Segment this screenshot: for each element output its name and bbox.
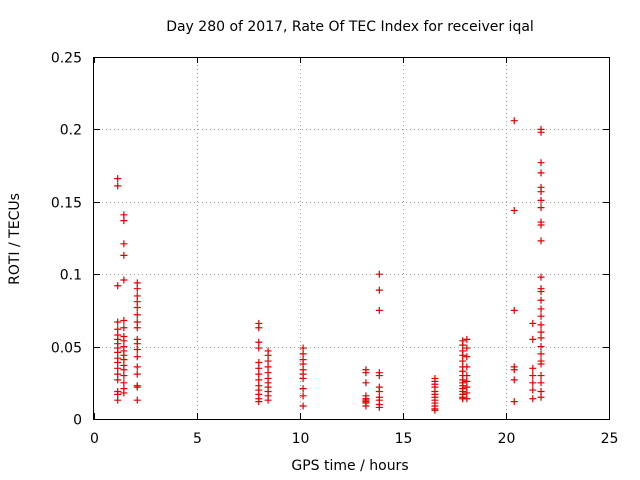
data-point bbox=[463, 353, 471, 361]
data-point bbox=[299, 392, 307, 400]
data-point bbox=[463, 335, 471, 343]
data-point bbox=[375, 403, 383, 411]
data-point bbox=[510, 398, 518, 406]
data-point bbox=[529, 372, 537, 380]
data-point bbox=[529, 319, 537, 327]
data-point bbox=[114, 182, 122, 190]
data-point bbox=[537, 196, 545, 204]
data-point bbox=[114, 396, 122, 404]
data-point bbox=[537, 128, 545, 136]
data-point bbox=[510, 376, 518, 384]
data-point bbox=[264, 396, 272, 404]
data-point bbox=[255, 324, 263, 332]
data-point bbox=[133, 304, 141, 312]
data-point bbox=[529, 335, 537, 343]
data-point bbox=[537, 379, 545, 387]
data-point bbox=[114, 282, 122, 290]
data-point bbox=[133, 311, 141, 319]
data-point bbox=[537, 159, 545, 167]
y-tick-label: 0.25 bbox=[51, 51, 82, 67]
y-tick-label: 0.05 bbox=[51, 341, 82, 357]
data-point bbox=[362, 402, 370, 410]
y-tick-label: 0.15 bbox=[51, 196, 82, 212]
data-point bbox=[120, 276, 128, 284]
data-point bbox=[463, 363, 471, 371]
data-point bbox=[299, 385, 307, 393]
y-tick-label: 0.2 bbox=[60, 123, 82, 139]
data-point bbox=[133, 383, 141, 391]
data-point bbox=[529, 379, 537, 387]
data-point bbox=[120, 240, 128, 248]
data-point bbox=[362, 379, 370, 387]
data-point bbox=[120, 389, 128, 397]
x-tick-label: 20 bbox=[498, 431, 516, 447]
data-point bbox=[537, 273, 545, 281]
x-tick-label: 15 bbox=[395, 431, 413, 447]
data-point bbox=[510, 306, 518, 314]
data-point bbox=[431, 406, 439, 414]
data-point bbox=[510, 206, 518, 214]
x-tick-label: 5 bbox=[193, 431, 202, 447]
x-tick-label: 25 bbox=[601, 431, 619, 447]
data-point bbox=[537, 334, 545, 342]
data-point bbox=[299, 402, 307, 410]
data-point bbox=[120, 251, 128, 259]
data-point bbox=[537, 360, 545, 368]
data-point bbox=[133, 363, 141, 371]
plot-frame bbox=[93, 57, 610, 420]
data-point bbox=[537, 312, 545, 320]
data-point bbox=[120, 372, 128, 380]
data-point bbox=[114, 376, 122, 384]
data-point bbox=[529, 386, 537, 394]
data-point bbox=[537, 204, 545, 212]
data-point bbox=[133, 345, 141, 353]
data-point bbox=[133, 370, 141, 378]
x-tick-label: 10 bbox=[292, 431, 310, 447]
data-point bbox=[463, 395, 471, 403]
data-point bbox=[255, 398, 263, 406]
data-point bbox=[120, 217, 128, 225]
x-axis-label: GPS time / hours bbox=[291, 458, 408, 474]
data-point bbox=[120, 317, 128, 325]
data-point bbox=[510, 366, 518, 374]
data-point bbox=[375, 306, 383, 314]
data-point bbox=[133, 285, 141, 293]
grid bbox=[94, 57, 609, 419]
data-point bbox=[114, 175, 122, 183]
data-point bbox=[510, 117, 518, 125]
data-point bbox=[529, 364, 537, 372]
data-point bbox=[537, 237, 545, 245]
x-tick-label: 0 bbox=[90, 431, 99, 447]
data-point bbox=[537, 321, 545, 329]
data-point bbox=[537, 296, 545, 304]
data-point bbox=[120, 324, 128, 332]
data-point bbox=[537, 169, 545, 177]
data-point bbox=[375, 286, 383, 294]
data-point bbox=[133, 353, 141, 361]
data-points bbox=[114, 117, 545, 414]
data-point bbox=[537, 372, 545, 380]
data-point bbox=[537, 393, 545, 401]
data-point bbox=[114, 318, 122, 326]
data-point bbox=[255, 344, 263, 352]
data-point bbox=[133, 324, 141, 332]
chart-title: Day 280 of 2017, Rate Of TEC Index for r… bbox=[166, 19, 534, 35]
data-point bbox=[529, 395, 537, 403]
data-point bbox=[537, 188, 545, 196]
data-point bbox=[537, 343, 545, 351]
data-point bbox=[537, 221, 545, 229]
data-point bbox=[133, 396, 141, 404]
y-tick-label: 0.1 bbox=[60, 268, 82, 284]
data-point bbox=[375, 270, 383, 278]
data-point bbox=[463, 344, 471, 352]
data-point bbox=[537, 350, 545, 358]
data-point bbox=[537, 305, 545, 313]
y-axis-label: ROTI / TECUs bbox=[7, 193, 23, 285]
data-point bbox=[375, 372, 383, 380]
data-point bbox=[537, 288, 545, 296]
data-point bbox=[299, 374, 307, 382]
y-tick-label: 0 bbox=[73, 413, 82, 429]
data-point bbox=[362, 369, 370, 377]
